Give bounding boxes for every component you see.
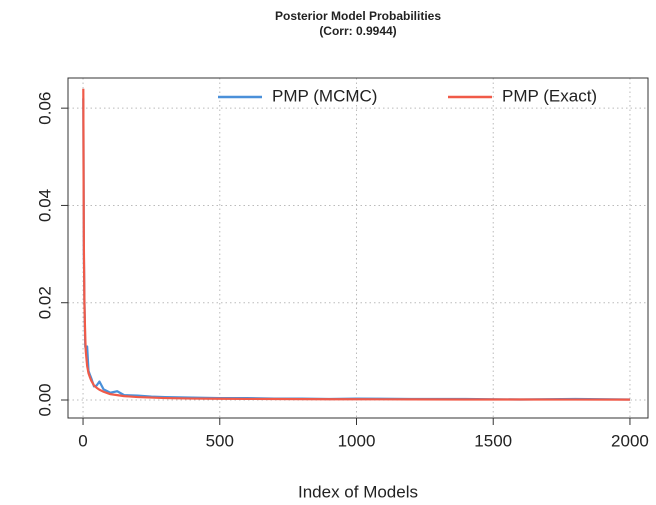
x-tick-label: 500 [206,431,234,450]
y-tick-label: 0.04 [35,189,54,222]
y-tick-label: 0.02 [35,286,54,319]
y-tick-label: 0.00 [35,383,54,416]
legend-label: PMP (MCMC) [272,86,377,105]
x-tick-label: 1000 [338,431,376,450]
x-tick-label: 2000 [611,431,649,450]
x-axis-label: Index of Models [298,482,418,501]
y-tick-label: 0.06 [35,92,54,125]
x-tick-label: 0 [78,431,87,450]
legend-label: PMP (Exact) [502,86,597,105]
chart-title: Posterior Model Probabilities [275,9,441,23]
data-line [82,98,630,401]
data-line [82,88,630,401]
plot-frame [67,77,649,419]
x-tick-label: 1500 [474,431,512,450]
chart-subtitle: (Corr: 0.9944) [319,24,396,38]
